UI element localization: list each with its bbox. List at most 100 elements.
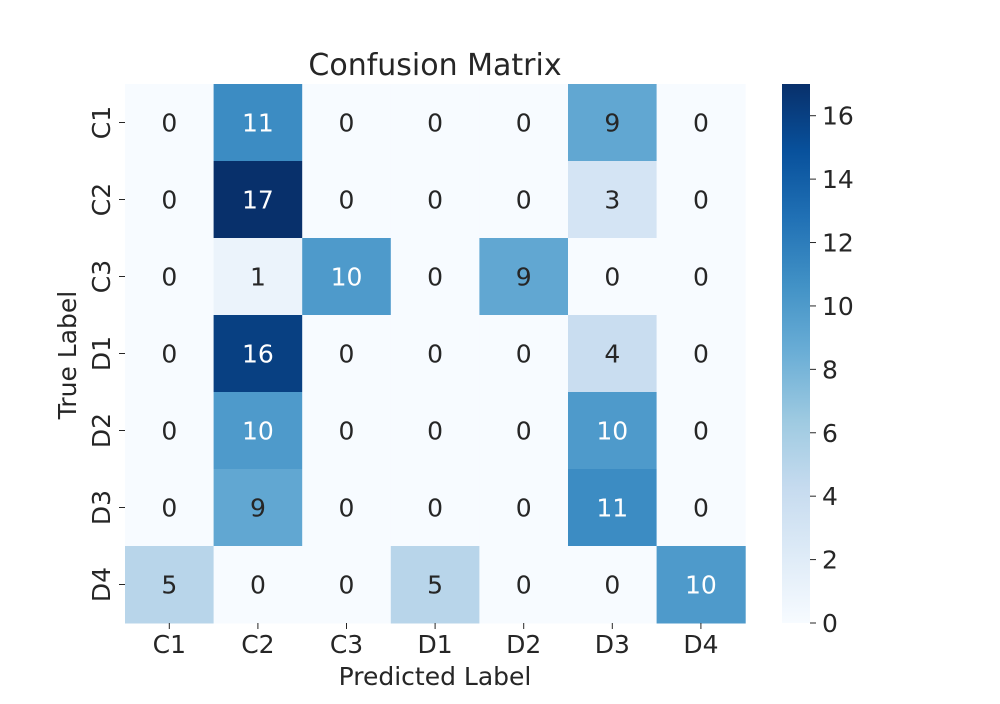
cell-value-label: 0 — [693, 109, 709, 138]
heatmap-cell — [390, 315, 480, 393]
cell-value-label: 3 — [604, 186, 620, 215]
cell-value-label: 9 — [250, 494, 266, 523]
cell-value-label: 10 — [596, 417, 628, 446]
cell-value-label: 0 — [604, 263, 620, 292]
heatmap-cells: 0 11 0 0 0 9 0 0 17 0 0 0 3 0 0 1 1 0 0 9 0 0 0 16 0 0 0 4 0 0 10 0 0 0 10… — [125, 84, 746, 624]
heatmap-cell — [568, 469, 658, 547]
x-tick-label: D2 — [506, 630, 541, 659]
y-tick-label: D4 — [87, 567, 116, 602]
heatmap-cell — [213, 84, 303, 162]
heatmap-cell — [656, 161, 746, 239]
heatmap-cell — [213, 161, 303, 239]
cell-value-label: 0 — [339, 494, 355, 523]
heatmap-cell — [479, 469, 569, 547]
y-tick-label: D3 — [87, 490, 116, 525]
heatmap-cell — [390, 238, 480, 316]
cell-value-label: 0 — [250, 571, 266, 600]
cell-value-label: 0 — [427, 340, 443, 369]
heatmap-cell — [302, 315, 392, 393]
heatmap-cell — [125, 161, 215, 239]
heatmap-cell — [479, 238, 569, 316]
cell-value-label: 0 — [427, 186, 443, 215]
heatmap-cell — [213, 238, 303, 316]
cell-value-label: 0 — [339, 571, 355, 600]
colorbar — [782, 84, 810, 623]
cell-value-label: 0 — [161, 417, 177, 446]
cell-value-label: 4 — [604, 340, 620, 369]
heatmap-cell — [125, 392, 215, 470]
cell-value-label: 11 — [242, 109, 274, 138]
heatmap-cell — [390, 84, 480, 162]
heatmap-cell — [390, 161, 480, 239]
y-tick-label: C2 — [87, 183, 116, 216]
y-axis-ticks: C1 C2 C3 D1 D2 D3 D4 — [87, 106, 125, 602]
heatmap-cell — [390, 546, 480, 624]
cell-value-label: 0 — [516, 417, 532, 446]
heatmap-cell — [302, 392, 392, 470]
cell-value-label: 11 — [596, 494, 628, 523]
cell-value-label: 0 — [516, 571, 532, 600]
x-axis-label: Predicted Label — [339, 662, 532, 691]
heatmap-cell — [302, 84, 392, 162]
heatmap-cell — [125, 469, 215, 547]
cell-value-label: 10 — [331, 263, 363, 292]
cell-value-label: 0 — [427, 263, 443, 292]
x-tick-label: C3 — [330, 630, 363, 659]
y-tick-label: C1 — [87, 106, 116, 139]
heatmap-cell — [213, 469, 303, 547]
heatmap-cell — [568, 161, 658, 239]
cell-value-label: 10 — [685, 571, 717, 600]
cell-value-label: 0 — [516, 340, 532, 369]
heatmap-cell — [656, 392, 746, 470]
cell-value-label: 0 — [693, 494, 709, 523]
heatmap-cell — [568, 238, 658, 316]
cell-value-label: 0 — [693, 340, 709, 369]
x-axis-ticks: C1 C2 C3 D1 D2 D3 D4 — [153, 623, 718, 659]
cell-value-label: 9 — [516, 263, 532, 292]
heatmap-cell — [479, 546, 569, 624]
cell-value-label: 0 — [516, 109, 532, 138]
heatmap-cell — [213, 392, 303, 470]
cell-value-label: 0 — [516, 186, 532, 215]
y-tick-label: D2 — [87, 413, 116, 448]
cell-value-label: 0 — [339, 417, 355, 446]
cell-value-label: 0 — [161, 263, 177, 292]
cell-value-label: 0 — [161, 186, 177, 215]
x-tick-label: C2 — [241, 630, 274, 659]
colorbar-tick-label: 0 — [822, 609, 838, 638]
cell-value-label: 0 — [427, 494, 443, 523]
colorbar-tick-label: 10 — [822, 292, 854, 321]
heatmap-cell — [213, 315, 303, 393]
x-tick-label: C1 — [153, 630, 186, 659]
x-tick-label: D4 — [683, 630, 718, 659]
heatmap-cell — [568, 84, 658, 162]
cell-value-label: 17 — [242, 186, 274, 215]
y-axis-label: True Label — [53, 291, 82, 421]
cell-value-label: 0 — [693, 263, 709, 292]
cell-value-label: 0 — [693, 417, 709, 446]
heatmap-cell — [568, 315, 658, 393]
colorbar-tick-label: 8 — [822, 355, 838, 384]
heatmap-cell — [125, 315, 215, 393]
cell-value-label: 0 — [339, 340, 355, 369]
heatmap-cell — [125, 546, 215, 624]
cell-value-label: 5 — [161, 571, 177, 600]
heatmap-cell — [302, 469, 392, 547]
heatmap-cell — [656, 315, 746, 393]
colorbar-tick-label: 12 — [822, 229, 854, 258]
heatmap-cell — [479, 315, 569, 393]
heatmap-cell — [479, 392, 569, 470]
y-tick-label: D1 — [87, 336, 116, 371]
y-tick-label: C3 — [87, 260, 116, 293]
heatmap-cell — [568, 392, 658, 470]
heatmap-cell — [656, 238, 746, 316]
heatmap-cell — [656, 546, 746, 624]
cell-value-label: 0 — [161, 494, 177, 523]
heatmap-cell — [302, 238, 392, 316]
cell-value-label: 16 — [242, 340, 274, 369]
cell-value-label: 9 — [604, 109, 620, 138]
colorbar-tick-label: 4 — [822, 482, 838, 511]
cell-value-label: 0 — [427, 417, 443, 446]
